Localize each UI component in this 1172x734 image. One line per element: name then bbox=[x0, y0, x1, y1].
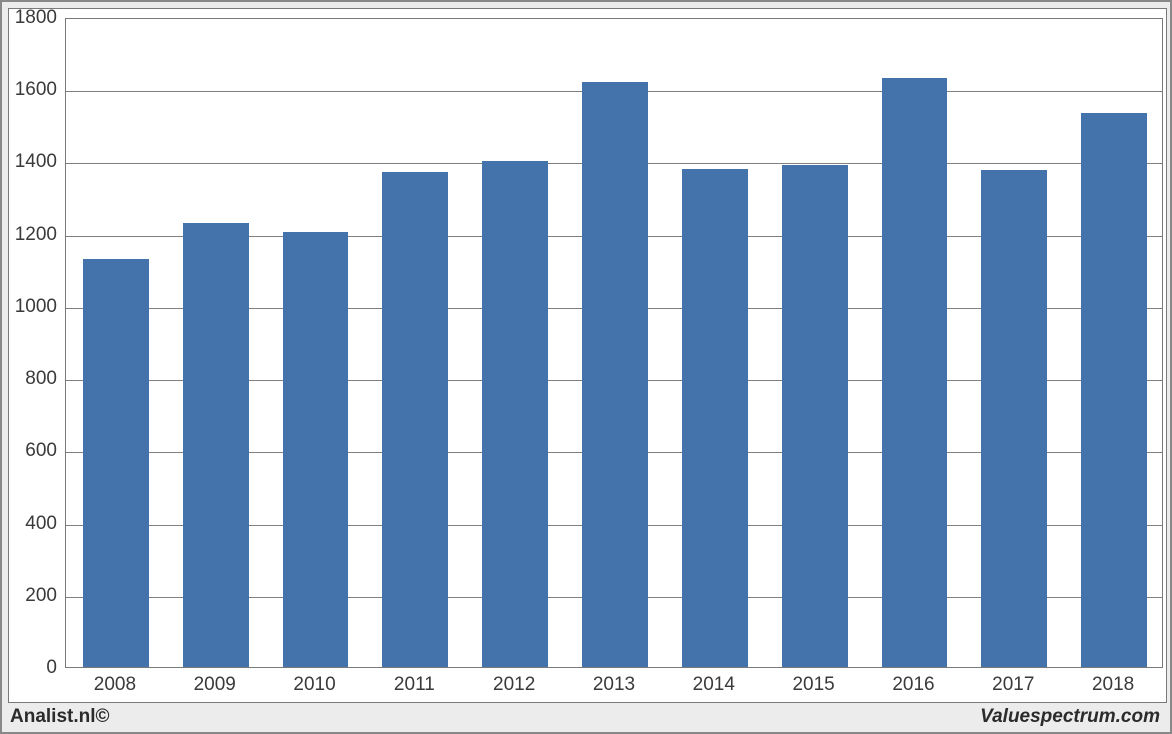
footer-left-text: Analist.nl© bbox=[10, 706, 110, 728]
bar-2013 bbox=[582, 82, 648, 667]
x-axis-label: 2012 bbox=[493, 674, 535, 696]
y-axis-label: 1000 bbox=[15, 296, 57, 318]
y-axis-label: 1400 bbox=[15, 151, 57, 173]
bar-2014 bbox=[682, 169, 748, 667]
y-axis-label: 200 bbox=[25, 585, 57, 607]
x-axis-label: 2016 bbox=[892, 674, 934, 696]
x-axis-label: 2010 bbox=[293, 674, 335, 696]
x-axis-label: 2014 bbox=[693, 674, 735, 696]
bar-2009 bbox=[183, 223, 249, 667]
x-axis-label: 2009 bbox=[194, 674, 236, 696]
footer-right-text: Valuespectrum.com bbox=[980, 706, 1160, 728]
bar-2008 bbox=[83, 259, 149, 667]
y-axis-label: 0 bbox=[46, 657, 57, 679]
bar-2015 bbox=[782, 165, 848, 667]
plot-area bbox=[65, 18, 1163, 668]
x-axis-label: 2013 bbox=[593, 674, 635, 696]
chart-frame: 0 200 400 600 800 1000 1200 1400 1600 1800 2008 200… bbox=[0, 0, 1172, 734]
bar-2011 bbox=[382, 172, 448, 667]
y-axis-label: 400 bbox=[25, 513, 57, 535]
y-axis-label: 1200 bbox=[15, 224, 57, 246]
bar-2010 bbox=[283, 232, 349, 667]
x-axis-label: 2017 bbox=[992, 674, 1034, 696]
y-axis-label: 1800 bbox=[15, 7, 57, 29]
bar-2012 bbox=[482, 161, 548, 667]
bar-2016 bbox=[882, 78, 948, 667]
bar-2018 bbox=[1081, 113, 1147, 667]
x-axis-label: 2008 bbox=[94, 674, 136, 696]
y-axis-label: 1600 bbox=[15, 79, 57, 101]
x-axis-label: 2011 bbox=[394, 674, 435, 696]
x-axis-label: 2018 bbox=[1092, 674, 1134, 696]
x-axis-label: 2015 bbox=[792, 674, 834, 696]
chart-area: 0 200 400 600 800 1000 1200 1400 1600 1800 2008 200… bbox=[8, 8, 1167, 703]
y-axis-label: 800 bbox=[25, 368, 57, 390]
y-axis-label: 600 bbox=[25, 440, 57, 462]
bar-2017 bbox=[981, 170, 1047, 667]
